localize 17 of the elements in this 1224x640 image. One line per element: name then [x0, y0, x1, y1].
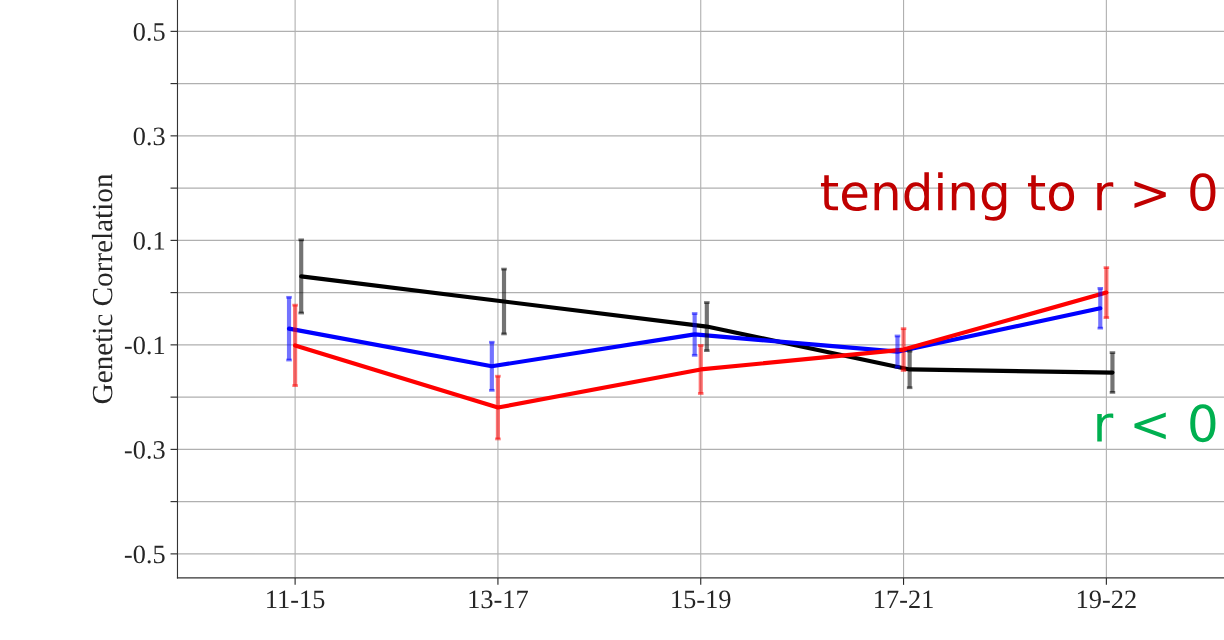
annotation: tending to r > 0 — [820, 172, 1216, 221]
x-tick-label: 17-21 — [875, 590, 933, 609]
y-tick-label: -0.5 — [124, 545, 165, 564]
y-tick-label: -0.3 — [124, 440, 165, 459]
y-tick-label: 0.5 — [133, 22, 165, 41]
x-tick-label: 11-15 — [267, 590, 325, 609]
x-tick-label: 15-19 — [672, 590, 731, 609]
line-series — [286, 306, 1103, 369]
y-tick-label: 0.3 — [133, 127, 165, 146]
x-tick-label: 19-22 — [1077, 590, 1136, 609]
annotation: r < 0 — [1097, 404, 1216, 443]
y-tick-label: 0.1 — [133, 231, 165, 250]
line-series — [299, 274, 1115, 375]
y-tick-label: -0.1 — [124, 336, 165, 355]
line-series — [293, 290, 1109, 410]
y-axis-title: Genetic Correlation — [91, 174, 113, 404]
x-tick-label: 13-17 — [469, 590, 528, 609]
